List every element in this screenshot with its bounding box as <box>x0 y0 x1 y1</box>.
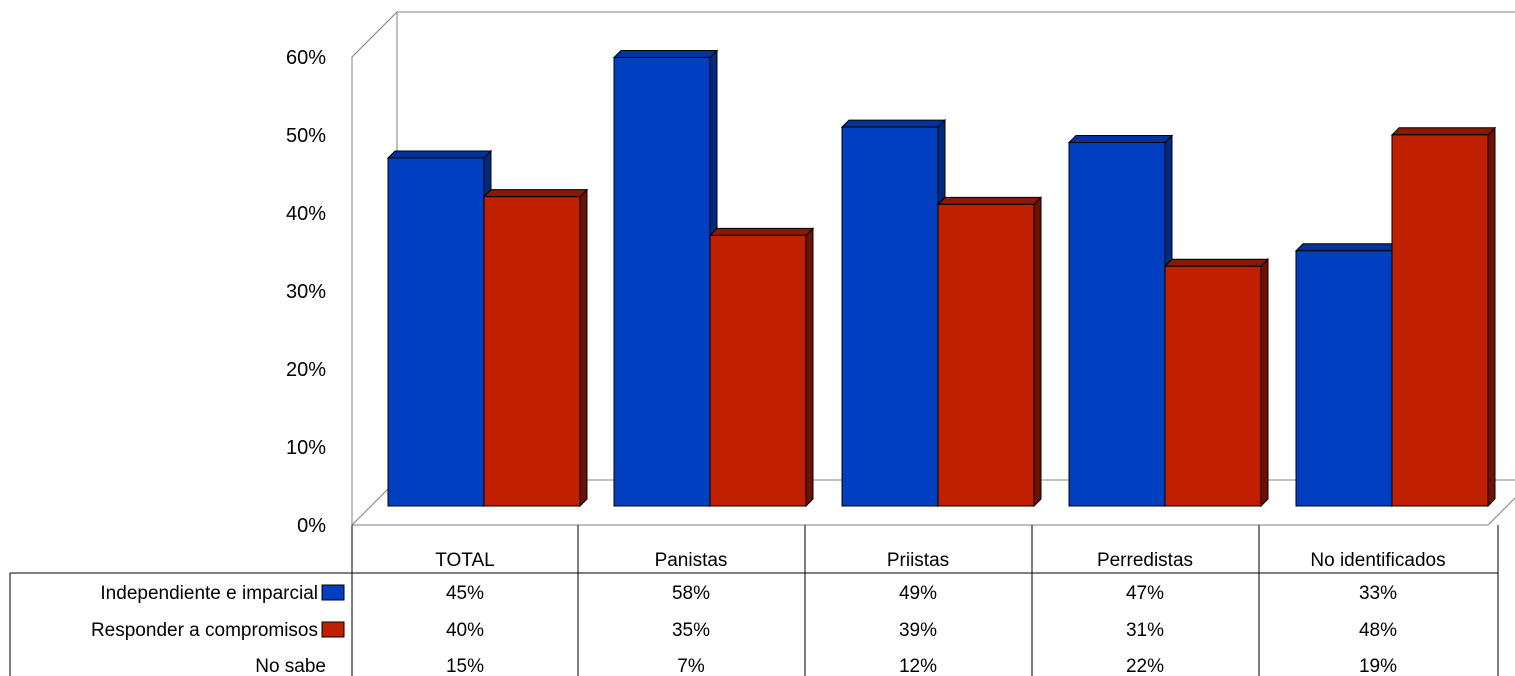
y-tick-label: 0% <box>297 515 326 537</box>
bar-side <box>1033 196 1042 508</box>
bar-top <box>840 119 947 128</box>
bar <box>1294 242 1401 508</box>
bar-side <box>1260 258 1269 508</box>
table-cell: 45% <box>446 583 484 604</box>
bar-front <box>841 126 939 507</box>
table-cell: 15% <box>446 656 484 676</box>
category-label: Perredistas <box>1097 550 1193 571</box>
y-tick-label: 30% <box>286 281 326 303</box>
bar-top <box>386 150 493 159</box>
bar <box>936 196 1043 508</box>
bar <box>482 188 589 508</box>
category-label: TOTAL <box>435 550 494 571</box>
bar <box>386 149 493 508</box>
series-label: Responder a compromisos <box>91 620 318 641</box>
table-cell: 31% <box>1126 620 1164 641</box>
bar-top <box>612 49 719 58</box>
table-cell: 49% <box>899 583 937 604</box>
bar-top <box>482 189 589 198</box>
left-wall-edge <box>351 11 398 525</box>
table-cell: 40% <box>446 620 484 641</box>
table-cell: 7% <box>677 656 705 676</box>
table-cells: 45% 58% 49% 47% 33% 40% 35% 39% 31% 48% … <box>446 583 1397 676</box>
bar-front <box>937 203 1035 507</box>
category-headers: TOTAL Panistas Priistas Perredistas No i… <box>435 550 1445 571</box>
y-tick-label: 60% <box>286 47 326 69</box>
bar-front <box>709 234 807 507</box>
table-cell: 22% <box>1126 656 1164 676</box>
category-label: Panistas <box>655 550 728 571</box>
bar-side <box>805 227 814 508</box>
bars <box>386 49 1497 508</box>
y-tick-label: 20% <box>286 359 326 381</box>
y-tick-label: 10% <box>286 437 326 459</box>
bar-front <box>1164 265 1262 507</box>
table-cell: 19% <box>1359 656 1397 676</box>
bar <box>612 49 719 508</box>
legend-key-independiente <box>321 584 345 601</box>
table-row-labels: Independiente e imparcial Responder a co… <box>91 583 345 676</box>
legend-key-responder <box>321 621 345 638</box>
series-label: No sabe <box>255 656 326 676</box>
floor-right-edge <box>1487 497 1515 526</box>
table-cell: 47% <box>1126 583 1164 604</box>
y-tick-label: 50% <box>286 125 326 147</box>
y-axis-ticks: 0% 10% 20% 30% 40% 50% 60% <box>286 47 326 537</box>
table-cell: 12% <box>899 656 937 676</box>
bar-side <box>579 188 588 508</box>
bar-front <box>1391 134 1489 507</box>
bar-front <box>387 157 485 507</box>
bar-top <box>1067 135 1174 144</box>
bar <box>1390 126 1497 508</box>
bar-front <box>483 196 581 507</box>
bar <box>840 118 947 508</box>
table-cell: 48% <box>1359 620 1397 641</box>
bar <box>1067 134 1174 508</box>
bar-top <box>1390 127 1497 136</box>
bar-front <box>1068 142 1166 507</box>
bar-front <box>1295 250 1393 507</box>
table-cell: 58% <box>672 583 710 604</box>
table-cell: 33% <box>1359 583 1397 604</box>
series-label: Independiente e imparcial <box>100 583 318 604</box>
y-tick-label: 40% <box>286 203 326 225</box>
table-cell: 35% <box>672 620 710 641</box>
data-table-grid <box>9 525 1499 676</box>
bar-top <box>936 196 1043 205</box>
category-label: No identificados <box>1310 550 1445 571</box>
bar <box>708 227 815 508</box>
table-cell: 39% <box>899 620 937 641</box>
bar-side <box>1487 126 1496 508</box>
category-label: Priistas <box>887 550 949 571</box>
bar-top <box>708 227 815 236</box>
bar <box>1163 258 1270 508</box>
bar-front <box>613 56 711 507</box>
bar-top <box>1163 258 1270 267</box>
bar-top <box>1294 243 1401 252</box>
